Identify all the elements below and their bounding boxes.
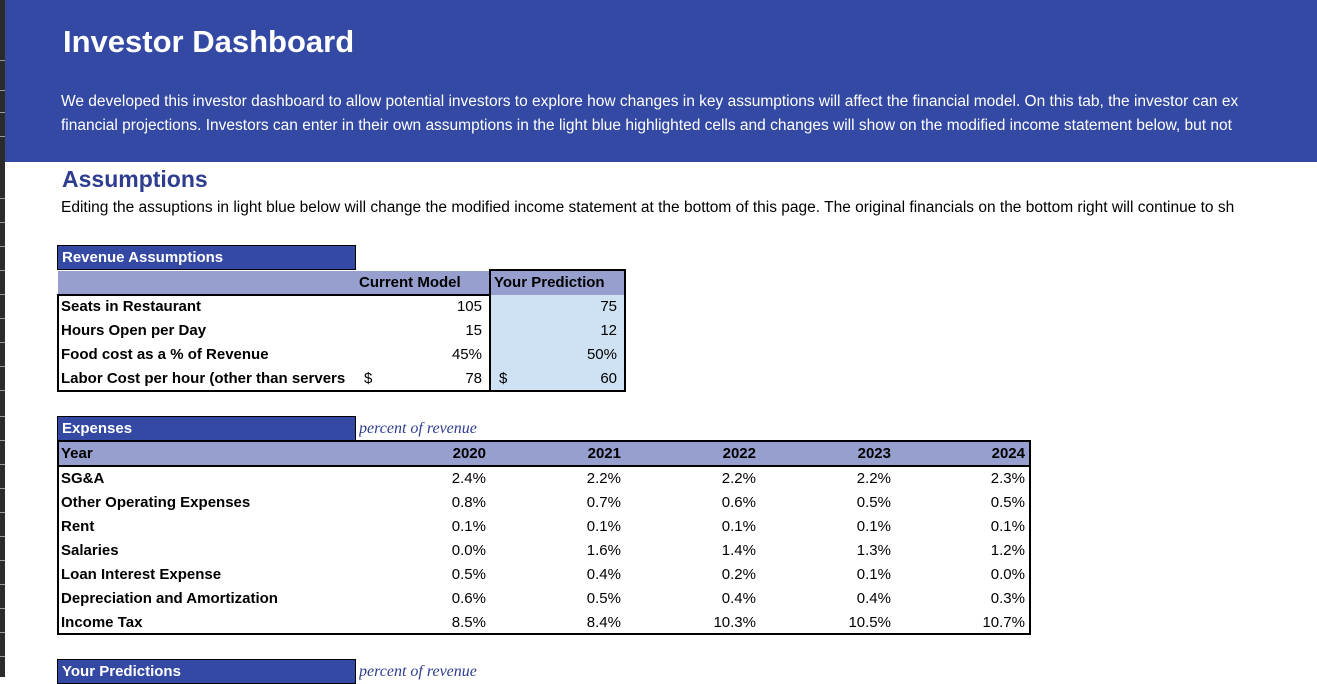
- expense-value-cell: 0.5%: [451, 566, 486, 583]
- assumptions-instructions: Editing the assuptions in light blue bel…: [61, 199, 1235, 216]
- description-line-1: We developed this investor dashboard to …: [61, 93, 1239, 110]
- expense-value-cell: 0.1%: [451, 518, 486, 535]
- dashboard-description: We developed this investor dashboard to …: [61, 90, 1317, 138]
- expense-value-cell: 0.4%: [721, 590, 756, 607]
- expense-value-cell: 2.2%: [856, 470, 891, 487]
- year-column-header: 2024: [991, 445, 1025, 462]
- expense-value-cell: 1.6%: [586, 542, 621, 559]
- assumptions-heading: Assumptions: [62, 166, 208, 192]
- expense-value-cell: 0.5%: [990, 494, 1025, 511]
- expenses-unit-note: percent of revenue: [359, 420, 477, 437]
- expense-value-cell: 1.3%: [856, 542, 891, 559]
- year-column-header: 2020: [452, 445, 486, 462]
- expense-value-cell: 2.2%: [586, 470, 621, 487]
- year-label: Year: [61, 445, 93, 462]
- revenue-row-label: Labor Cost per hour (other than servers: [61, 370, 346, 387]
- expense-value-cell: 0.1%: [856, 518, 891, 535]
- expense-value-cell: 2.2%: [721, 470, 756, 487]
- expense-value-cell: 8.5%: [451, 614, 486, 631]
- prediction-input-cell[interactable]: 50%: [586, 346, 617, 363]
- current-model-value: 45%: [451, 346, 482, 363]
- year-row-underline: [57, 465, 1031, 467]
- expense-row-label: Loan Interest Expense: [61, 566, 222, 583]
- expense-value-cell: 10.3%: [713, 614, 756, 631]
- prediction-column-border: [489, 269, 626, 392]
- expense-row-label: Rent: [61, 518, 95, 535]
- window-left-edge: [0, 0, 5, 677]
- expense-value-cell: 0.6%: [451, 590, 486, 607]
- expenses-year-row: [58, 442, 1029, 466]
- col-header-current-model: Current Model: [355, 271, 488, 295]
- expense-value-cell: 0.7%: [586, 494, 621, 511]
- predictions-unit-note: percent of revenue: [359, 663, 477, 680]
- prediction-input-cell[interactable]: 75: [600, 298, 617, 315]
- description-line-2: financial projections. Investors can ent…: [61, 117, 1232, 134]
- year-column-header: 2022: [722, 445, 756, 462]
- current-currency-symbol: $: [364, 370, 373, 387]
- expense-value-cell: 8.4%: [586, 614, 621, 631]
- expense-value-cell: 0.8%: [451, 494, 486, 511]
- expense-value-cell: 1.2%: [990, 542, 1025, 559]
- current-model-value: 105: [456, 298, 482, 315]
- revenue-table-border: [57, 294, 491, 392]
- expense-value-cell: 0.4%: [586, 566, 621, 583]
- expense-value-cell: 0.5%: [586, 590, 621, 607]
- expense-value-cell: 2.4%: [451, 470, 486, 487]
- expense-row-label: Depreciation and Amortization: [61, 590, 278, 607]
- expense-value-cell: 0.0%: [990, 566, 1025, 583]
- prediction-input-cell[interactable]: 12: [600, 322, 617, 339]
- expense-value-cell: 1.4%: [721, 542, 756, 559]
- prediction-currency-symbol: $: [499, 370, 508, 387]
- prediction-input-area: [490, 295, 624, 391]
- expenses-table-border: [57, 440, 1031, 635]
- expense-value-cell: 10.7%: [982, 614, 1025, 631]
- dashboard-banner: Investor Dashboard We developed this inv…: [5, 0, 1317, 162]
- revenue-row-label: Hours Open per Day: [61, 322, 207, 339]
- expense-value-cell: 0.2%: [721, 566, 756, 583]
- page-title: Investor Dashboard: [63, 24, 355, 59]
- expense-row-label: SG&A: [61, 470, 105, 487]
- your-predictions-header: Your Predictions: [57, 659, 356, 684]
- year-column-header: 2023: [857, 445, 891, 462]
- expense-value-cell: 0.1%: [586, 518, 621, 535]
- expense-row-label: Income Tax: [61, 614, 143, 631]
- expense-value-cell: 0.5%: [856, 494, 891, 511]
- expenses-header: Expenses: [57, 416, 356, 441]
- expense-row-label: Salaries: [61, 542, 119, 559]
- expense-value-cell: 0.3%: [990, 590, 1025, 607]
- current-model-value: 78: [465, 370, 482, 387]
- expense-value-cell: 0.6%: [721, 494, 756, 511]
- expense-value-cell: 0.4%: [856, 590, 891, 607]
- prediction-input-cell[interactable]: 60: [600, 370, 617, 387]
- expense-value-cell: 0.1%: [721, 518, 756, 535]
- revenue-row-label: Food cost as a % of Revenue: [61, 346, 269, 363]
- expense-value-cell: 0.0%: [451, 542, 486, 559]
- col-header-your-prediction: Your Prediction: [490, 271, 624, 295]
- expense-value-cell: 10.5%: [848, 614, 891, 631]
- expense-value-cell: 2.3%: [990, 470, 1025, 487]
- revenue-row-label: Seats in Restaurant: [61, 298, 202, 315]
- year-column-header: 2021: [587, 445, 621, 462]
- expense-value-cell: 0.1%: [990, 518, 1025, 535]
- expense-value-cell: 0.1%: [856, 566, 891, 583]
- current-model-value: 15: [465, 322, 482, 339]
- revenue-assumptions-header: Revenue Assumptions: [57, 245, 356, 270]
- expense-row-label: Other Operating Expenses: [61, 494, 251, 511]
